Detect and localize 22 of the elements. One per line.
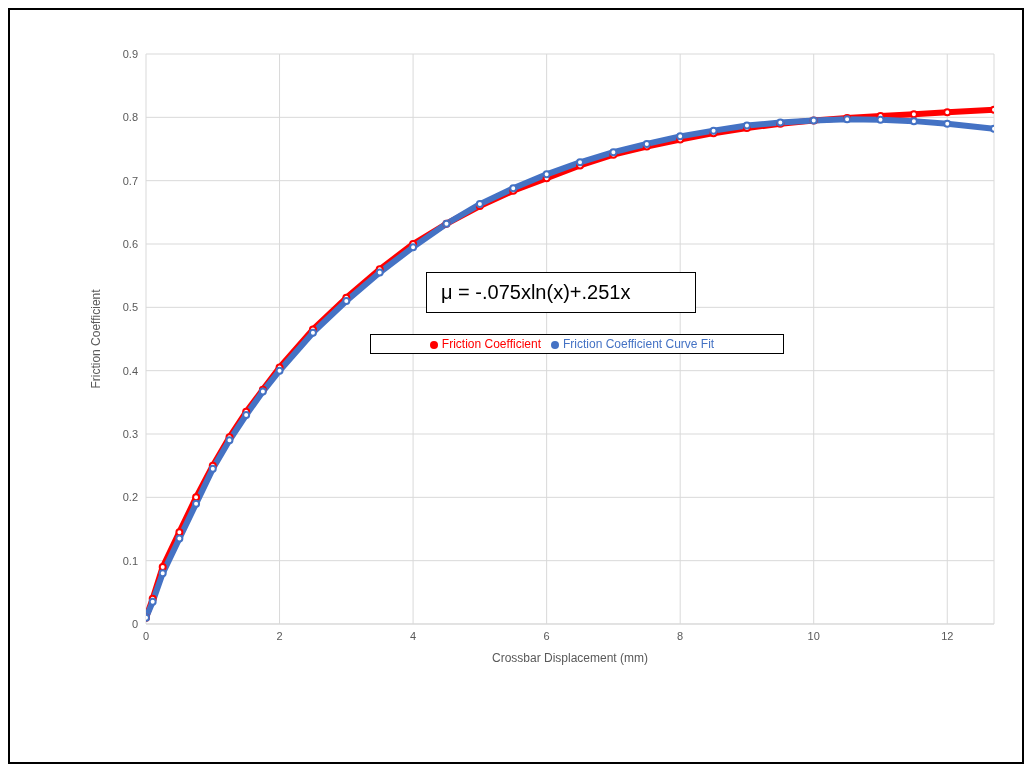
- legend-label: Friction Coefficient Curve Fit: [562, 337, 715, 351]
- x-axis-title: Crossbar Displacement (mm): [491, 651, 649, 665]
- x-tick-label: 12: [941, 629, 954, 642]
- legend-label: Friction Coefficient: [441, 337, 541, 351]
- x-tick-label: 4: [410, 629, 417, 642]
- y-tick-label: 0.8: [122, 111, 138, 124]
- y-tick-label: 0.4: [122, 364, 138, 377]
- y-tick-label: 0.2: [122, 491, 138, 504]
- y-tick-label: 0.7: [122, 174, 138, 187]
- y-tick-label: 0.5: [122, 301, 138, 314]
- y-tick-label: 0.9: [122, 47, 138, 60]
- x-tick-label: 2: [276, 629, 283, 642]
- y-tick-label: 0.3: [122, 427, 138, 440]
- x-tick-label: 10: [807, 629, 820, 642]
- y-tick-label: 0.1: [122, 554, 138, 567]
- x-tick-label: 0: [142, 629, 150, 642]
- y-tick-label: 0: [131, 617, 138, 630]
- x-tick-label: 6: [543, 629, 550, 642]
- y-axis-title: Friction Coefficient: [89, 288, 104, 389]
- y-tick-label: 0.6: [122, 237, 138, 250]
- x-tick-label: 8: [677, 629, 684, 642]
- formula-box: μ = -.075xln(x)+.251x: [426, 272, 696, 313]
